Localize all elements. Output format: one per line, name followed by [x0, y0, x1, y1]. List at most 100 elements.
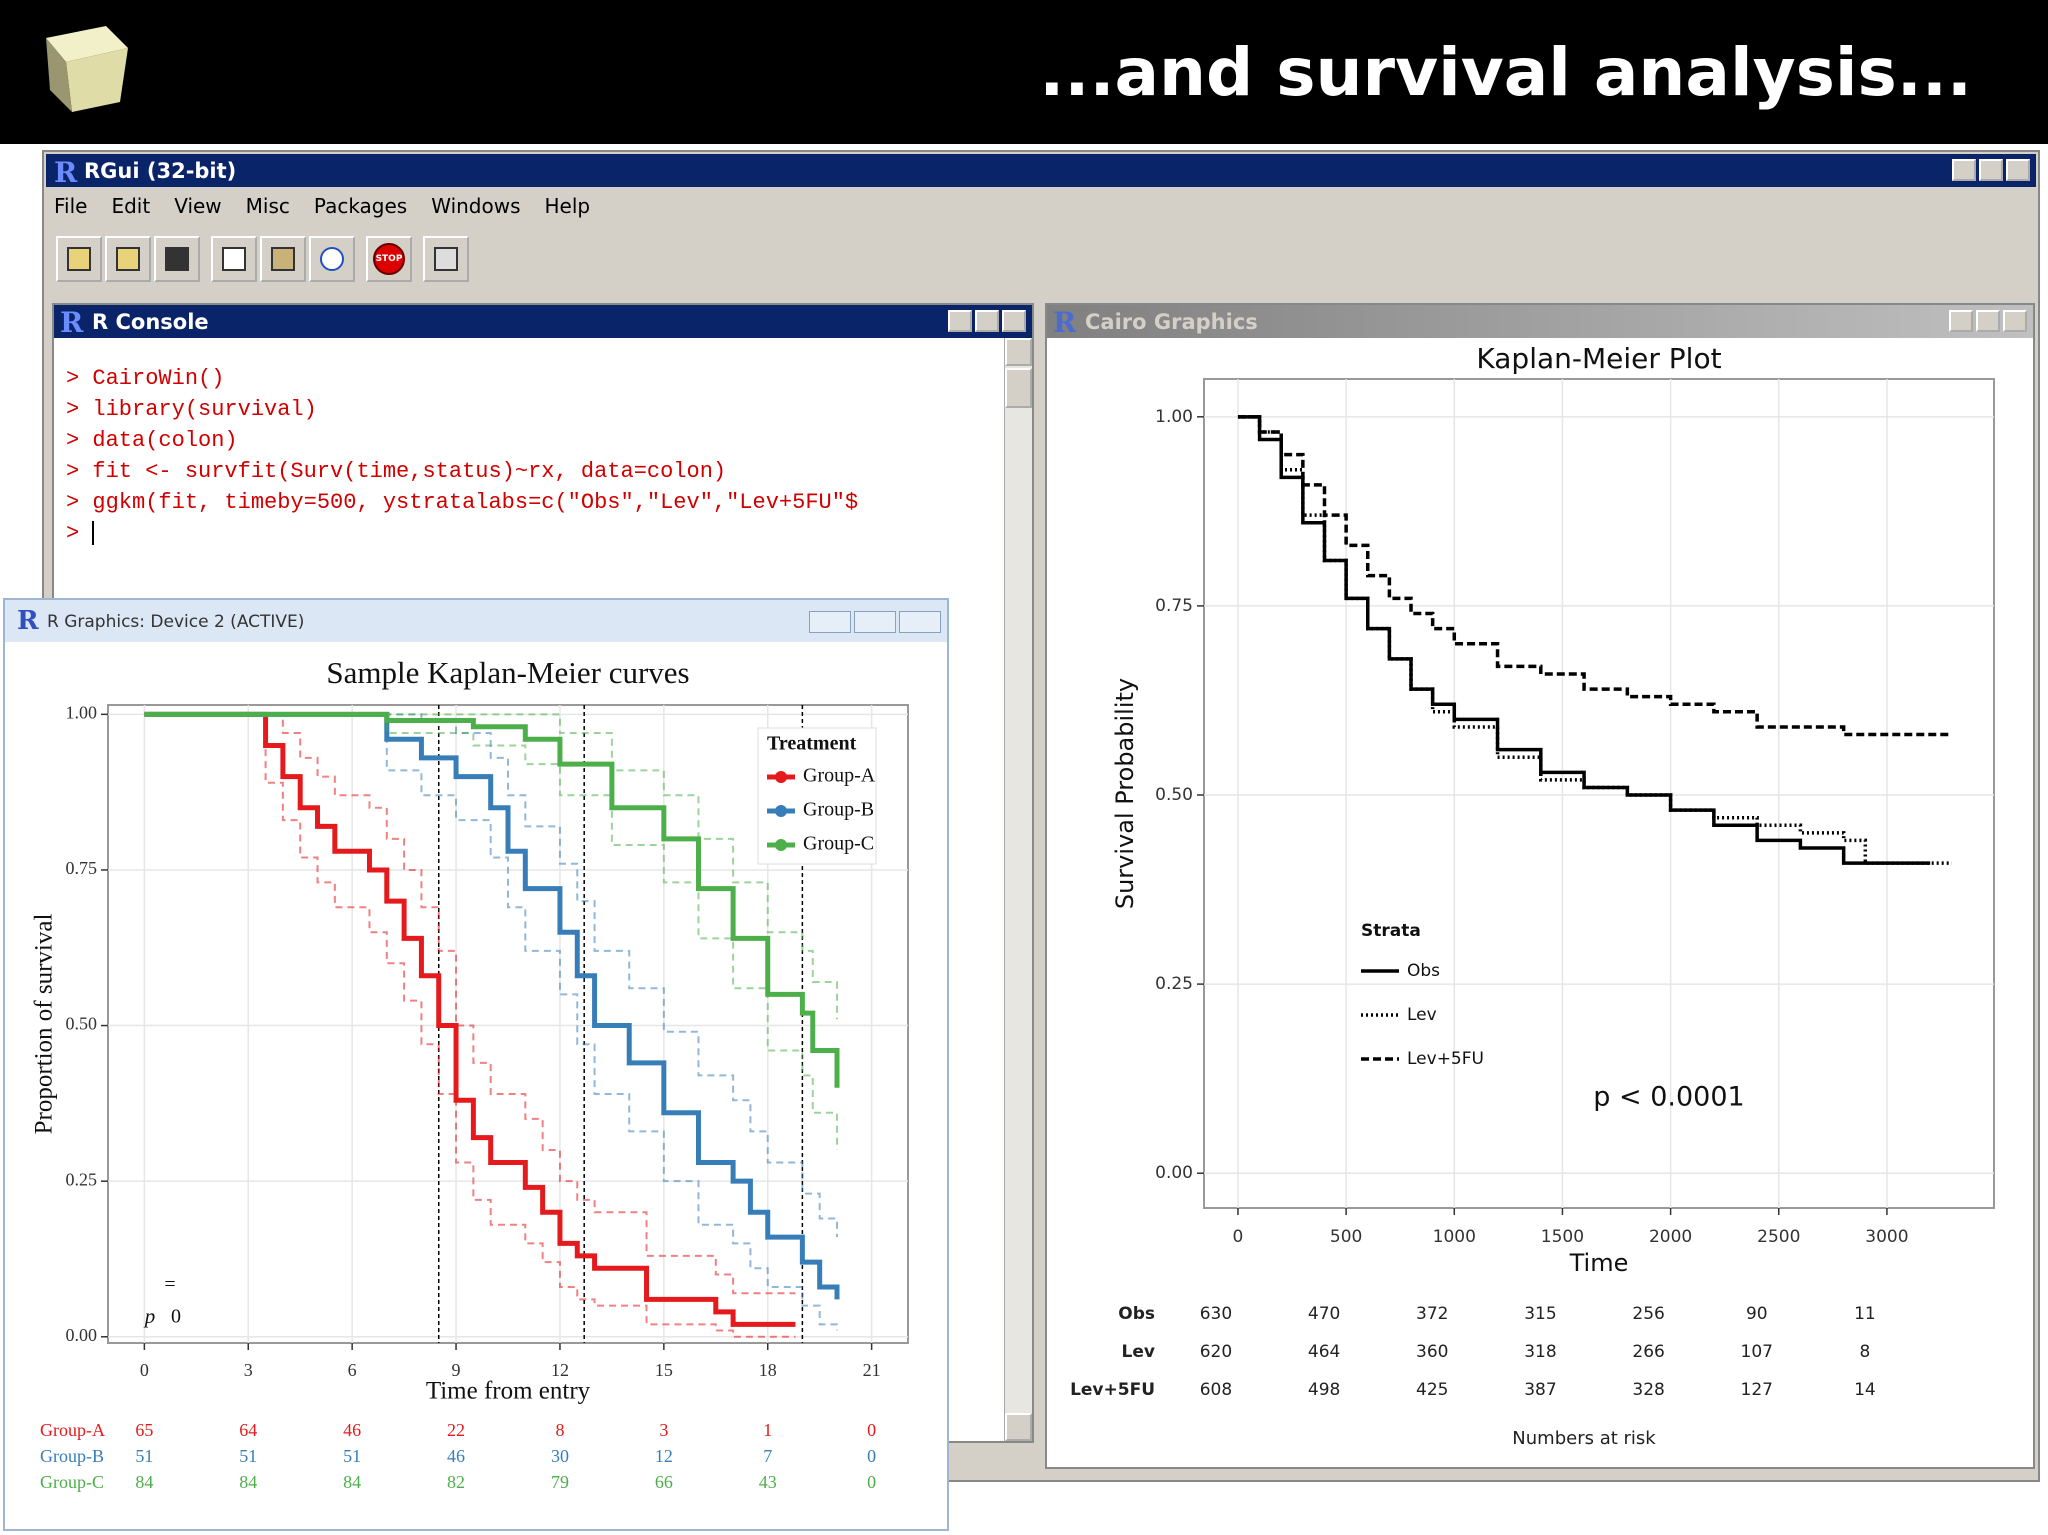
stop-button[interactable]: STOP — [366, 236, 412, 282]
risk-count: 51 — [135, 1446, 153, 1466]
survival-curve — [144, 711, 796, 1327]
risk-count: 14 — [1854, 1380, 1876, 1400]
r-logo: R — [60, 306, 84, 339]
survival-curve — [144, 711, 840, 1300]
risk-count: 84 — [135, 1472, 153, 1492]
plot-panel — [1203, 378, 1995, 1209]
risk-count: 387 — [1524, 1380, 1556, 1400]
x-tick-label: 15 — [655, 1360, 673, 1380]
scroll-up[interactable] — [1005, 338, 1032, 366]
y-tick-label: 0.25 — [66, 1169, 98, 1189]
window-buttons[interactable] — [948, 310, 1026, 332]
save-button[interactable] — [154, 236, 200, 282]
legend-label: Group-A — [803, 765, 876, 787]
y-axis-label: Survival Probability — [1111, 678, 1139, 909]
slide-title: ...and survival analysis... — [1039, 34, 1972, 111]
risk-table-title: Numbers at risk — [1512, 1428, 1656, 1449]
menu-item[interactable]: Packages — [313, 194, 408, 218]
window-buttons[interactable] — [1949, 310, 2027, 332]
cube-icon — [46, 26, 128, 112]
stop-label: STOP — [373, 243, 405, 275]
survival-curve — [1237, 415, 1952, 865]
y-tick-label: 0.75 — [1155, 596, 1193, 616]
risk-row-label: Lev — [1122, 1342, 1155, 1362]
refresh-button[interactable] — [309, 236, 355, 282]
menu-item[interactable]: Windows — [431, 194, 521, 218]
risk-count: 64 — [239, 1420, 257, 1440]
risk-count: 498 — [1308, 1380, 1340, 1400]
risk-count: 65 — [135, 1420, 153, 1440]
annotation: = — [164, 1274, 175, 1296]
x-tick-label: 1000 — [1433, 1227, 1476, 1247]
scroll-down[interactable] — [1005, 1413, 1032, 1441]
menu-item[interactable]: Help — [544, 194, 591, 218]
legend-label: Lev — [1407, 1005, 1437, 1025]
risk-count: 66 — [655, 1472, 673, 1492]
x-tick-label: 2500 — [1757, 1227, 1800, 1247]
annotation: p < 0.0001 — [1593, 1082, 1744, 1113]
x-tick-label: 9 — [452, 1360, 461, 1380]
console-line: > library(survival) — [66, 397, 317, 422]
console-titlebar: R R Console — [54, 305, 1032, 339]
risk-count: 266 — [1632, 1342, 1664, 1362]
y-tick-label: 0.00 — [1155, 1163, 1193, 1183]
load-button[interactable] — [105, 236, 151, 282]
window-buttons[interactable] — [1952, 159, 2030, 181]
risk-count: 84 — [239, 1472, 257, 1492]
cursor — [92, 521, 95, 546]
x-tick-label: 12 — [551, 1360, 569, 1380]
annotation: p — [143, 1304, 156, 1328]
copy-button[interactable] — [211, 236, 257, 282]
r-logo: R — [1053, 306, 1077, 339]
menu-item[interactable]: Edit — [111, 194, 151, 218]
cairo-title: Cairo Graphics — [1085, 310, 1258, 334]
risk-row-label: Obs — [1118, 1304, 1155, 1324]
risk-count: 51 — [239, 1446, 257, 1466]
legend-label: Group-B — [803, 799, 874, 821]
risk-count: 0 — [867, 1472, 876, 1492]
menu-item[interactable]: File — [54, 194, 88, 218]
menu-item[interactable]: View — [174, 194, 222, 218]
risk-count: 30 — [551, 1446, 569, 1466]
x-tick-label: 3000 — [1865, 1227, 1908, 1247]
console-line: > fit <- survfit(Surv(time,status)~rx, d… — [66, 459, 727, 484]
slide-header: ...and survival analysis... — [0, 0, 2048, 144]
risk-count: 3 — [659, 1420, 668, 1440]
y-tick-label: 0.00 — [66, 1325, 98, 1345]
x-tick-label: 1500 — [1541, 1227, 1584, 1247]
paste-button[interactable] — [260, 236, 306, 282]
risk-count: 318 — [1524, 1342, 1556, 1362]
risk-count: 43 — [759, 1472, 777, 1492]
legend-label: Group-C — [803, 833, 874, 855]
risk-count: 127 — [1741, 1380, 1773, 1400]
window-buttons[interactable] — [809, 611, 941, 633]
chart-title: Sample Kaplan-Meier curves — [326, 655, 689, 690]
chart-title: Kaplan-Meier Plot — [1476, 342, 1721, 375]
x-tick-label: 0 — [1233, 1227, 1244, 1247]
risk-count: 0 — [867, 1446, 876, 1466]
console-line: > ggkm(fit, timeby=500, ystratalabs=c("O… — [66, 490, 859, 515]
console-line: > data(colon) — [66, 428, 238, 453]
legend-dot — [775, 771, 787, 783]
x-tick-label: 18 — [759, 1360, 777, 1380]
console-text: > CairoWin() > library(survival) > data(co… — [66, 363, 858, 549]
print-button[interactable] — [423, 236, 469, 282]
cairo-titlebar: R Cairo Graphics — [1047, 305, 2033, 339]
y-axis-label: Proportion of survival — [31, 914, 58, 1135]
console-line: > — [66, 521, 95, 546]
y-tick-label: 0.50 — [66, 1014, 98, 1034]
r-logo: R — [17, 606, 39, 636]
confidence-band — [144, 713, 839, 1331]
open-button[interactable] — [56, 236, 102, 282]
risk-row-label: Group-A — [40, 1420, 105, 1440]
risk-row-label: Lev+5FU — [1070, 1380, 1155, 1400]
menu-item[interactable]: Misc — [245, 194, 290, 218]
risk-count: 630 — [1200, 1304, 1232, 1324]
y-tick-label: 1.00 — [1155, 407, 1193, 427]
y-tick-label: 1.00 — [66, 702, 98, 722]
y-tick-label: 0.25 — [1155, 974, 1193, 994]
scrollbar[interactable] — [1004, 338, 1032, 1441]
scroll-thumb[interactable] — [1005, 368, 1032, 408]
